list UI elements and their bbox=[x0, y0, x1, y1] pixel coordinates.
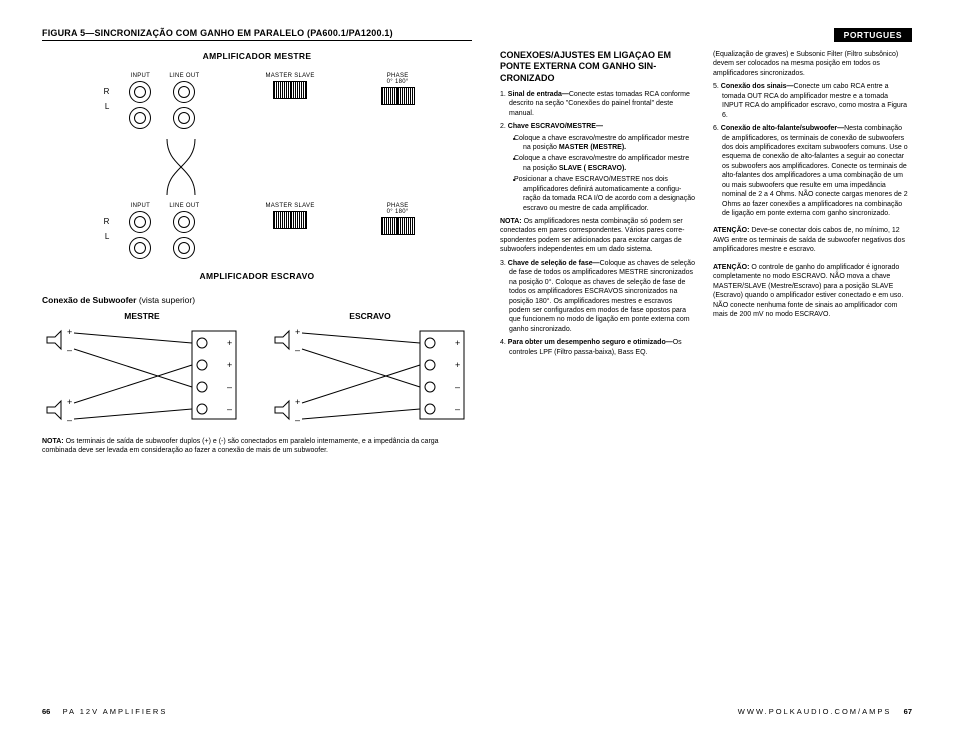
atencao-1: ATENÇÃO: Deve-se conectar dois cabos de,… bbox=[713, 226, 908, 254]
jack-lineout-l bbox=[173, 107, 195, 129]
subw-escravo-title: ESCRAVO bbox=[270, 311, 470, 321]
subw-mestre: MESTRE + – + – bbox=[42, 311, 242, 427]
subw-escravo-svg: + – + – + + – – bbox=[270, 325, 470, 425]
label-phase-vals-2: 0° 180° bbox=[387, 209, 409, 215]
label-phase-vals: 0° 180° bbox=[387, 79, 409, 85]
subwoofer-heading-bold: Conexão de Subwoofer bbox=[42, 295, 136, 305]
jack-lineout-r bbox=[173, 81, 195, 103]
svg-text:–: – bbox=[295, 345, 300, 355]
subwoofer-diagrams: MESTRE + – + – bbox=[42, 311, 472, 427]
list-item: 3. Chave de seleção de fase—Coloque as c… bbox=[500, 259, 695, 335]
amp-master-diagram: R L INPUT LINE OUT bbox=[77, 67, 437, 135]
col2-lead: (Equalização de graves) e Subsonic Filte… bbox=[713, 50, 908, 78]
list-item: 5. Conexão dos sinais—Conecte um cabo RC… bbox=[713, 82, 908, 120]
list-item: 2. Chave ESCRAVO/MESTRE—Coloque a chave … bbox=[500, 122, 695, 213]
atn1-label: ATENÇÃO: bbox=[713, 227, 749, 234]
svg-text:–: – bbox=[295, 415, 300, 425]
left-column: FIGURA 5—SINCRONIZAÇÃO COM GANHO EM PARA… bbox=[42, 28, 472, 668]
page-spread: FIGURA 5—SINCRONIZAÇÃO COM GANHO EM PARA… bbox=[42, 28, 912, 668]
label-lineout: LINE OUT bbox=[169, 73, 199, 79]
jack-input-r bbox=[129, 81, 151, 103]
svg-text:–: – bbox=[455, 382, 460, 392]
svg-text:–: – bbox=[227, 404, 232, 414]
bullet-item: Coloque a chave escravo/mestre do amplif… bbox=[523, 154, 695, 173]
label-masterslave: MASTER SLAVE bbox=[265, 73, 314, 79]
jack-lineout-l-2 bbox=[173, 237, 195, 259]
label-r: R bbox=[99, 87, 109, 96]
atn2-label: ATENÇÃO: bbox=[713, 264, 749, 271]
label-l: L bbox=[99, 102, 109, 111]
subwoofer-heading-paren: (vista superior) bbox=[139, 295, 195, 305]
svg-text:–: – bbox=[67, 415, 72, 425]
label-masterslave-2: MASTER SLAVE bbox=[265, 203, 314, 209]
svg-text:+: + bbox=[455, 360, 460, 370]
footer-left-text: PA 12V AMPLIFIERS bbox=[63, 707, 168, 716]
label-input-2: INPUT bbox=[131, 203, 151, 209]
footer: 66 PA 12V AMPLIFIERS WWW.POLKAUDIO.COM/A… bbox=[42, 707, 912, 716]
jack-input-r-2 bbox=[129, 211, 151, 233]
bullet-item: Coloque a chave escravo/mestre do amplif… bbox=[523, 134, 695, 153]
bullet-item: Posicionar a chave ESCRAVO/MESTRE nos do… bbox=[523, 175, 695, 213]
svg-text:+: + bbox=[227, 338, 232, 348]
svg-text:+: + bbox=[67, 327, 72, 337]
svg-text:+: + bbox=[455, 338, 460, 348]
nota-inline: NOTA: Os amplificadores nesta combinação… bbox=[500, 217, 695, 255]
subw-mestre-svg: + – + – + + – – bbox=[42, 325, 242, 425]
svg-text:+: + bbox=[227, 360, 232, 370]
note-text: Os terminais de saída de subwoofer duplo… bbox=[42, 438, 439, 454]
figure-title: FIGURA 5—SINCRONIZAÇÃO COM GANHO EM PARA… bbox=[42, 28, 472, 41]
switch-masterslave bbox=[273, 81, 307, 99]
svg-text:+: + bbox=[67, 397, 72, 407]
numbered-list: 1. Sinal de entrada—Conecte estas tomada… bbox=[500, 90, 695, 357]
subwoofer-note: NOTA: Os terminais de saída de subwoofer… bbox=[42, 437, 472, 456]
svg-text:+: + bbox=[295, 327, 300, 337]
amp-master-title: AMPLIFICADOR MESTRE bbox=[42, 51, 472, 61]
page-left: 66 bbox=[42, 707, 50, 716]
svg-text:–: – bbox=[455, 404, 460, 414]
subw-mestre-title: MESTRE bbox=[42, 311, 242, 321]
footer-right-text: WWW.POLKAUDIO.COM/AMPS bbox=[738, 707, 892, 716]
far-column: (Equalização de graves) e Subsonic Filte… bbox=[713, 28, 908, 668]
footer-right: WWW.POLKAUDIO.COM/AMPS 67 bbox=[738, 707, 912, 716]
jack-lineout-r-2 bbox=[173, 211, 195, 233]
list-item: 4. Para obter um desempenho seguro e oti… bbox=[500, 338, 695, 357]
numbered-list-2: 5. Conexão dos sinais—Conecte um cabo RC… bbox=[713, 82, 908, 218]
language-tag: PORTUGUES bbox=[834, 28, 912, 42]
list-item: 1. Sinal de entrada—Conecte estas tomada… bbox=[500, 90, 695, 118]
svg-text:–: – bbox=[67, 345, 72, 355]
right-columns: CONEXOES/AJUSTES EM LIGAÇAO EM PONTE EXT… bbox=[500, 28, 912, 668]
middle-column: CONEXOES/AJUSTES EM LIGAÇAO EM PONTE EXT… bbox=[500, 28, 695, 668]
subw-escravo: ESCRAVO + – + – + + bbox=[270, 311, 470, 427]
switch-phase-2 bbox=[381, 217, 415, 235]
section-heading: CONEXOES/AJUSTES EM LIGAÇAO EM PONTE EXT… bbox=[500, 50, 695, 84]
amp-slave-diagram: R L INPUT LINE OUT bbox=[77, 197, 437, 265]
jack-input-l-2 bbox=[129, 237, 151, 259]
label-l-2: L bbox=[99, 232, 109, 241]
jack-input-l bbox=[129, 107, 151, 129]
note-label: NOTA: bbox=[42, 438, 64, 445]
switch-phase bbox=[381, 87, 415, 105]
atn2-text: O controle de ganho do amplificador é ig… bbox=[713, 264, 903, 318]
subwoofer-heading: Conexão de Subwoofer (vista superior) bbox=[42, 295, 472, 305]
svg-text:+: + bbox=[295, 397, 300, 407]
list-item: 6. Conexão de alto-falante/subwoofer—Nes… bbox=[713, 124, 908, 218]
footer-left: 66 PA 12V AMPLIFIERS bbox=[42, 707, 167, 716]
label-r-2: R bbox=[99, 217, 109, 226]
label-input: INPUT bbox=[131, 73, 151, 79]
switch-masterslave-2 bbox=[273, 211, 307, 229]
wire-crossover bbox=[77, 137, 437, 197]
svg-text:–: – bbox=[227, 382, 232, 392]
atencao-2: ATENÇÃO: O controle de ganho do amplific… bbox=[713, 263, 908, 320]
page-right: 67 bbox=[904, 707, 912, 716]
sub-bullets: Coloque a chave escravo/mestre do amplif… bbox=[509, 134, 695, 214]
amp-slave-title: AMPLIFICADOR ESCRAVO bbox=[42, 271, 472, 281]
label-lineout-2: LINE OUT bbox=[169, 203, 199, 209]
